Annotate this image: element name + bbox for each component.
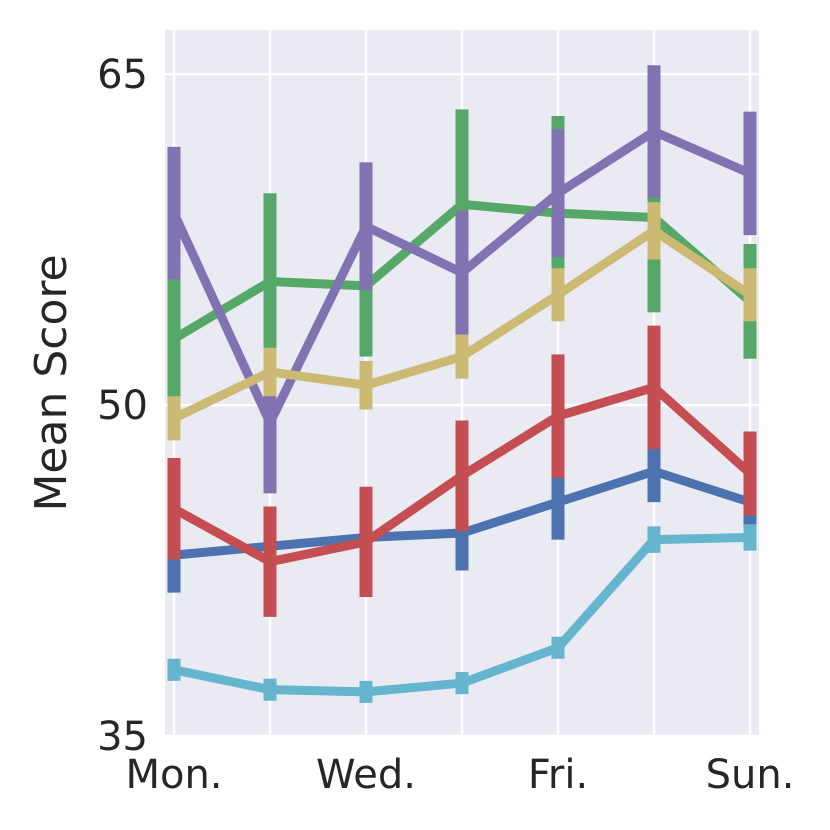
- tick-labels: 35 50 65 Mon. Wed. Fri. Sun.: [97, 52, 794, 798]
- x-tick-label: Mon.: [125, 752, 222, 798]
- y-axis-label: Mean Score: [26, 254, 77, 511]
- series-4: [167, 65, 757, 494]
- x-tick-label: Fri.: [528, 752, 588, 798]
- series-3: [167, 325, 757, 617]
- series-5: [167, 202, 757, 441]
- series-layer: [167, 65, 757, 703]
- y-tick-label: 50: [97, 383, 148, 429]
- x-tick-label: Wed.: [316, 752, 416, 798]
- series-6: [167, 524, 757, 703]
- x-tick-label: Sun.: [706, 752, 795, 798]
- y-tick-label: 65: [97, 52, 148, 98]
- y-tick-label: 35: [97, 714, 148, 760]
